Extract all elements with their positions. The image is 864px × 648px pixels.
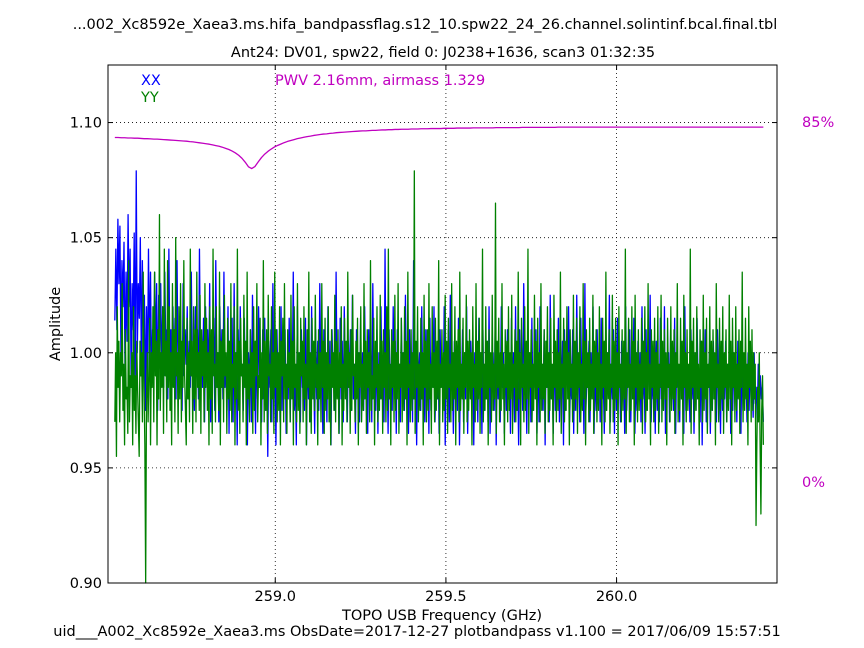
plot-frame	[107, 64, 778, 584]
right-axis-label-top: 85%	[802, 115, 834, 131]
x-axis-label: TOPO USB Frequency (GHz)	[341, 608, 542, 624]
chart-title: ...002_Xc8592e_Xaea3.ms.hifa_bandpassfla…	[73, 17, 778, 33]
footer-text: uid___A002_Xc8592e_Xaea3.ms ObsDate=2017…	[53, 624, 780, 640]
chart-subtitle: Ant24: DV01, spw22, field 0: J0238+1636,…	[231, 45, 655, 61]
y-tick-label: 1.00	[70, 346, 102, 362]
series-line-atmospheric-transmission	[114, 126, 764, 170]
axis-ticks: 259.0 259.5 260.0 0.90 0.95 1.00 1.05 1.10	[70, 65, 777, 605]
y-axis-label: Amplitude	[48, 287, 64, 361]
x-tick-label: 259.5	[425, 589, 467, 605]
x-tick-label: 259.0	[254, 589, 296, 605]
right-axis-label-bottom: 0%	[802, 475, 825, 491]
series-layer	[114, 126, 764, 584]
y-tick-label: 0.90	[70, 576, 102, 592]
y-tick-label: 0.95	[70, 461, 102, 477]
y-tick-label: 1.10	[70, 116, 102, 132]
legend-yy: YY	[140, 90, 159, 106]
series-line-yy	[114, 170, 764, 584]
legend-xx: XX	[141, 73, 161, 89]
pwv-annotation: PWV 2.16mm, airmass 1.329	[275, 73, 485, 89]
y-tick-label: 1.05	[70, 231, 102, 247]
x-tick-label: 260.0	[596, 589, 638, 605]
